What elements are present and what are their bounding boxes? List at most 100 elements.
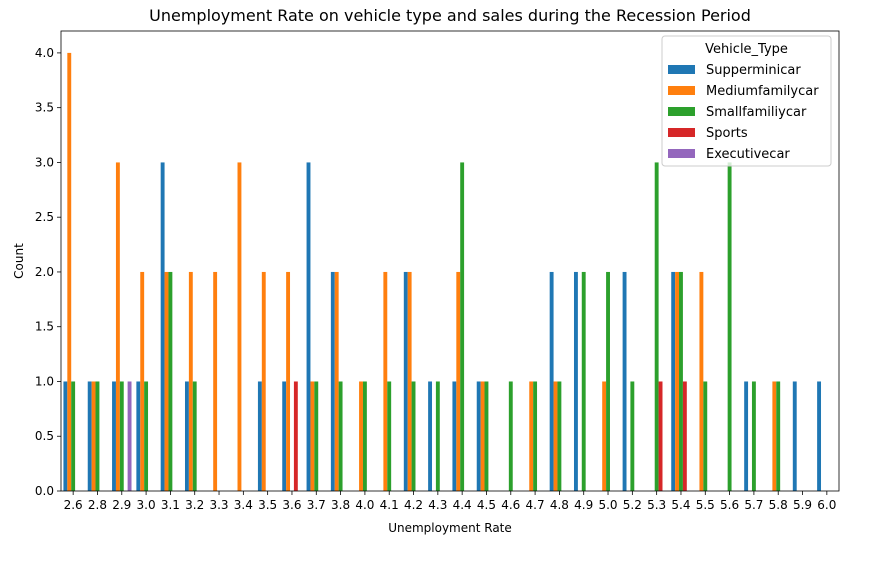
- y-axis-label: Count: [12, 243, 26, 279]
- bar-smallfamiliycar-5.7: [751, 381, 756, 491]
- bar-supperminicar-4.4: [452, 381, 457, 491]
- x-tick-label: 3.2: [185, 498, 204, 512]
- bar-smallfamiliycar-4.2: [411, 381, 416, 491]
- bar-supperminicar-5.7: [744, 381, 749, 491]
- bar-supperminicar-3.0: [136, 381, 141, 491]
- y-tick-label: 4.0: [35, 46, 54, 60]
- bar-supperminicar-5.2: [622, 271, 627, 491]
- legend-label-executivecar: Executivecar: [706, 147, 790, 162]
- bar-mediumfamilycar-3.8: [334, 271, 339, 491]
- bar-mediumfamilycar-3.6: [286, 271, 291, 491]
- bar-supperminicar-4.8: [549, 271, 554, 491]
- bar-smallfamiliycar-4.3: [435, 381, 440, 491]
- bar-supperminicar-4.3: [428, 381, 433, 491]
- x-tick-label: 2.9: [112, 498, 131, 512]
- x-tick-label: 3.3: [209, 498, 228, 512]
- bar-smallfamiliycar-3.1: [168, 271, 173, 491]
- bar-mediumfamilycar-5.0: [602, 381, 607, 491]
- x-tick-label: 5.6: [720, 498, 739, 512]
- bar-supperminicar-2.6: [63, 381, 68, 491]
- bar-mediumfamilycar-2.6: [67, 52, 72, 492]
- x-tick-label: 4.7: [526, 498, 545, 512]
- legend-label-smallfamiliycar: Smallfamiliycar: [706, 105, 807, 120]
- legend-title: Vehicle_Type: [705, 42, 788, 57]
- legend-swatch-executivecar: [668, 149, 695, 158]
- y-tick-label: 0.5: [35, 429, 54, 443]
- bar-supperminicar-6.0: [817, 381, 822, 491]
- legend-box: [661, 35, 832, 167]
- x-tick-label: 5.2: [623, 498, 642, 512]
- x-tick-label: 5.9: [793, 498, 812, 512]
- bar-supperminicar-3.5: [257, 381, 262, 491]
- x-tick-label: 4.8: [550, 498, 569, 512]
- x-tick-label: 4.2: [404, 498, 423, 512]
- bar-supperminicar-3.1: [160, 162, 165, 491]
- bar-smallfamiliycar-4.0: [362, 381, 367, 491]
- bar-supperminicar-3.7: [306, 162, 311, 491]
- plot-area: 2.6 2.8 2.9 3.0 3.1 3.2 3.3 3.4 3.5 3.6 3.7 3.8 4.0 4…: [35, 30, 840, 512]
- legend-swatch-mediumfamilycar: [668, 86, 695, 95]
- bar-mediumfamilycar-3.0: [140, 271, 145, 491]
- bar-mediumfamilycar-4.7: [529, 381, 534, 491]
- bar-supperminicar-4.5: [476, 381, 481, 491]
- bar-smallfamiliycar-5.4: [679, 271, 683, 491]
- bar-supperminicar-4.2: [403, 271, 408, 491]
- legend-label-sports: Sports: [706, 126, 748, 141]
- bar-supperminicar-3.8: [330, 271, 335, 491]
- legend: Vehicle_Type Supperminicar Mediumfamilycar…: [661, 35, 832, 167]
- y-tick-label: 3.5: [35, 101, 54, 115]
- plot-frame: [60, 30, 840, 492]
- x-tick-label: 3.0: [137, 498, 156, 512]
- y-tick-label: 2.5: [35, 210, 54, 224]
- y-tick-label: 1.0: [35, 374, 54, 388]
- x-tick-label: 5.8: [769, 498, 788, 512]
- bar-supperminicar-5.4: [671, 271, 676, 491]
- bar-executivecar-2.9: [127, 381, 132, 491]
- bar-smallfamiliycar-2.6: [71, 381, 76, 491]
- x-tick-label: 3.5: [258, 498, 277, 512]
- bar-smallfamiliycar-5.0: [606, 271, 610, 491]
- bar-smallfamiliycar-4.8: [557, 381, 562, 491]
- bar-smallfamiliycar-5.6: [727, 162, 732, 491]
- x-tick-label: 2.6: [64, 498, 83, 512]
- bar-smallfamiliycar-2.9: [119, 381, 124, 491]
- x-tick-label: 4.0: [355, 498, 374, 512]
- bar-supperminicar-4.9: [573, 271, 578, 491]
- x-tick-label: 4.3: [428, 498, 447, 512]
- bar-sports-5.3: [658, 381, 663, 491]
- bar-mediumfamilycar-4.2: [407, 271, 412, 491]
- bar-smallfamiliycar-2.8: [95, 381, 100, 491]
- x-tick-label: 6.0: [817, 498, 836, 512]
- legend-label-mediumfamilycar: Mediumfamilycar: [706, 84, 819, 99]
- bar-mediumfamilycar-5.8: [772, 381, 777, 491]
- bar-sports-3.6: [293, 381, 298, 491]
- bar-mediumfamilycar-4.5: [480, 381, 485, 491]
- bar-smallfamiliycar-5.5: [703, 381, 708, 491]
- x-tick-label: 4.1: [380, 498, 399, 512]
- bar-mediumfamilycar-5.5: [699, 271, 704, 491]
- bar-smallfamiliycar-3.0: [144, 381, 149, 491]
- bar-mediumfamilycar-4.0: [359, 381, 363, 491]
- legend-swatch-smallfamiliycar: [668, 107, 695, 116]
- y-tick-label: 0.0: [35, 484, 54, 498]
- x-tick-label: 3.7: [307, 498, 326, 512]
- bar-smallfamiliycar-3.7: [314, 381, 319, 491]
- bar-mediumfamilycar-3.4: [237, 162, 242, 491]
- bar-mediumfamilycar-3.2: [188, 271, 193, 491]
- x-tick-label: 4.5: [477, 498, 496, 512]
- legend-swatch-supperminicar: [668, 65, 695, 74]
- bar-mediumfamilycar-3.1: [164, 271, 169, 491]
- legend-swatch-sports: [668, 128, 695, 137]
- bar-supperminicar-3.6: [282, 381, 287, 491]
- bar-mediumfamilycar-4.8: [553, 381, 558, 491]
- bar-smallfamiliycar-4.6: [508, 381, 513, 491]
- x-tick-label: 5.0: [598, 498, 617, 512]
- bar-smallfamiliycar-4.1: [387, 381, 392, 491]
- bar-smallfamiliycar-5.3: [654, 162, 659, 491]
- bar-mediumfamilycar-2.9: [115, 162, 120, 491]
- x-tick-label: 2.8: [88, 498, 107, 512]
- y-tick-label: 3.0: [35, 155, 54, 169]
- chart-title: Unemployment Rate on vehicle type and sa…: [149, 6, 751, 25]
- x-tick-label: 3.8: [331, 498, 350, 512]
- bar-supperminicar-2.8: [87, 381, 92, 491]
